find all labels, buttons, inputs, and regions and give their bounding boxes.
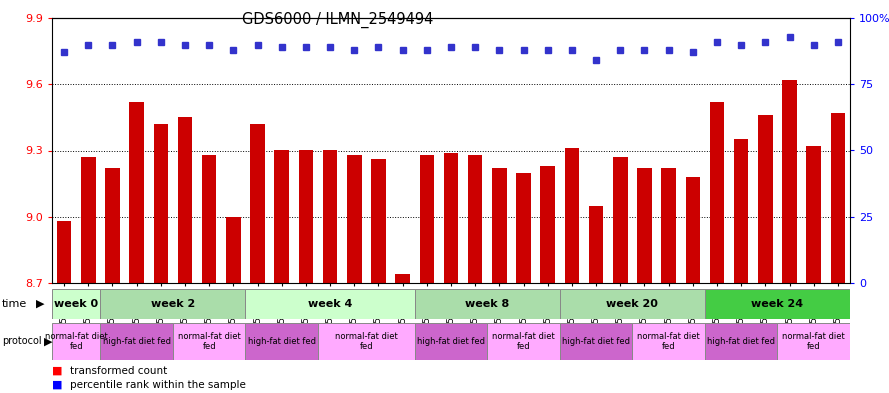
Bar: [444, 153, 458, 283]
Bar: [468, 155, 483, 283]
Text: percentile rank within the sample: percentile rank within the sample: [69, 380, 245, 390]
Text: ▶: ▶: [44, 336, 52, 347]
Bar: [734, 140, 749, 283]
Text: GDS6000 / ILMN_2549494: GDS6000 / ILMN_2549494: [242, 12, 434, 28]
Bar: [661, 168, 676, 283]
Text: high-fat diet fed: high-fat diet fed: [102, 337, 171, 346]
Text: normal-fat diet
fed: normal-fat diet fed: [637, 332, 700, 351]
Bar: [100, 323, 172, 360]
Bar: [52, 289, 100, 319]
Text: high-fat diet fed: high-fat diet fed: [248, 337, 316, 346]
Text: normal-fat diet
fed: normal-fat diet fed: [782, 332, 845, 351]
Bar: [299, 151, 313, 283]
Bar: [487, 323, 560, 360]
Bar: [52, 323, 100, 360]
Text: week 24: week 24: [751, 299, 804, 309]
Bar: [347, 155, 362, 283]
Bar: [517, 173, 531, 283]
Text: ■: ■: [52, 366, 62, 376]
Bar: [226, 217, 241, 283]
Bar: [589, 206, 604, 283]
Bar: [705, 323, 778, 360]
Text: high-fat diet fed: high-fat diet fed: [707, 337, 775, 346]
Bar: [57, 221, 71, 283]
Bar: [637, 168, 652, 283]
Bar: [81, 157, 95, 283]
Text: week 8: week 8: [465, 299, 509, 309]
Bar: [709, 102, 725, 283]
Text: normal-fat diet
fed: normal-fat diet fed: [335, 332, 397, 351]
Bar: [560, 323, 632, 360]
Text: time: time: [2, 299, 27, 309]
Bar: [415, 323, 487, 360]
Bar: [415, 289, 560, 319]
Bar: [420, 155, 434, 283]
Bar: [318, 323, 415, 360]
Text: normal-fat diet
fed: normal-fat diet fed: [178, 332, 241, 351]
Text: week 4: week 4: [308, 299, 352, 309]
Bar: [251, 124, 265, 283]
Bar: [541, 166, 555, 283]
Text: normal-fat diet
fed: normal-fat diet fed: [44, 332, 108, 351]
Text: week 20: week 20: [606, 299, 658, 309]
Text: high-fat diet fed: high-fat diet fed: [417, 337, 485, 346]
Bar: [154, 124, 168, 283]
Bar: [806, 146, 821, 283]
Bar: [178, 118, 192, 283]
Bar: [493, 168, 507, 283]
Bar: [685, 177, 700, 283]
Bar: [372, 159, 386, 283]
Text: week 2: week 2: [151, 299, 195, 309]
Text: high-fat diet fed: high-fat diet fed: [562, 337, 630, 346]
Text: protocol: protocol: [2, 336, 42, 347]
Bar: [202, 155, 216, 283]
Text: week 0: week 0: [54, 299, 99, 309]
Bar: [130, 102, 144, 283]
Text: ■: ■: [52, 380, 62, 390]
Bar: [100, 289, 245, 319]
Bar: [560, 289, 705, 319]
Bar: [758, 115, 773, 283]
Bar: [323, 151, 337, 283]
Text: transformed count: transformed count: [69, 366, 167, 376]
Bar: [830, 113, 845, 283]
Text: normal-fat diet
fed: normal-fat diet fed: [493, 332, 555, 351]
Bar: [632, 323, 705, 360]
Bar: [172, 323, 245, 360]
Bar: [396, 274, 410, 283]
Bar: [245, 289, 415, 319]
Bar: [275, 151, 289, 283]
Bar: [705, 289, 850, 319]
Bar: [565, 148, 579, 283]
Bar: [613, 157, 628, 283]
Bar: [778, 323, 850, 360]
Bar: [105, 168, 120, 283]
Text: ▶: ▶: [36, 299, 44, 309]
Bar: [782, 80, 797, 283]
Bar: [245, 323, 318, 360]
